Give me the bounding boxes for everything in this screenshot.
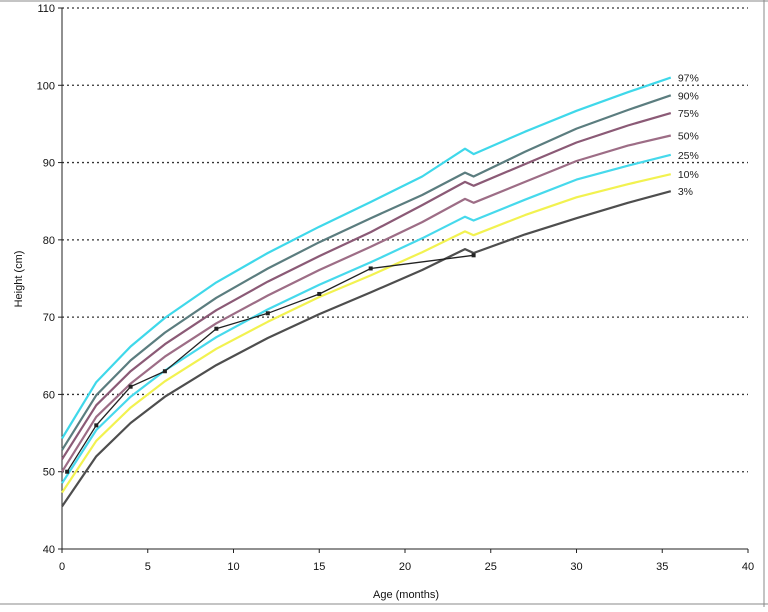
series-labels: 97% 90% 75% 50% 25% 10% 3%	[678, 73, 699, 199]
series-line-97pct	[61, 76, 672, 440]
series-line-50pct	[61, 134, 672, 473]
child-data-point	[265, 311, 270, 316]
x-tick-label: 10	[227, 561, 239, 573]
child-data-point	[368, 266, 373, 271]
child-data-point	[128, 384, 133, 389]
series-line-75pct	[61, 112, 672, 460]
x-tick-label: 35	[656, 561, 668, 573]
y-tick-label: 60	[43, 389, 55, 401]
x-axis-label: Age (months)	[373, 589, 439, 601]
x-tick-label: 25	[485, 561, 497, 573]
x-tick-label: 5	[145, 561, 151, 573]
child-data-point	[94, 423, 99, 428]
series-line-25pct	[61, 153, 672, 484]
series-line-90pct	[61, 94, 672, 451]
series-label-10pct: 10%	[678, 169, 699, 181]
x-tick-label: 20	[399, 561, 411, 573]
child-data-point	[214, 326, 219, 331]
y-tick-label: 80	[43, 235, 55, 247]
percentile-curves	[61, 76, 672, 508]
gridlines	[62, 7, 748, 473]
y-tick-label: 110	[37, 3, 55, 15]
y-tick-label: 70	[43, 312, 55, 324]
x-tick-label: 40	[742, 561, 754, 573]
child-data-point	[65, 469, 70, 474]
x-tick-label: 15	[313, 561, 325, 573]
tick-labels: 40 50 60 70 80 90 100 110 0 5 10 15 20 25 30 35 40	[37, 3, 754, 573]
child-data-point	[471, 253, 476, 258]
child-measurements	[65, 253, 476, 474]
child-data-point	[317, 291, 322, 296]
series-label-90pct: 90%	[678, 90, 699, 102]
series-line-10pct	[61, 173, 672, 494]
child-data-point	[162, 369, 167, 374]
series-label-3pct: 3%	[678, 186, 693, 198]
series-label-97pct: 97%	[678, 73, 699, 85]
series-label-25pct: 25%	[678, 150, 699, 162]
y-tick-label: 40	[43, 544, 55, 556]
y-tick-label: 90	[43, 158, 55, 170]
y-axis-label: Height (cm)	[13, 251, 25, 308]
series-line-3pct	[61, 190, 672, 508]
series-label-75pct: 75%	[678, 108, 699, 120]
series-label-50pct: 50%	[678, 131, 699, 143]
y-tick-label: 50	[43, 467, 55, 479]
x-tick-label: 0	[59, 561, 65, 573]
x-tick-label: 30	[570, 561, 582, 573]
y-tick-label: 100	[37, 80, 55, 92]
